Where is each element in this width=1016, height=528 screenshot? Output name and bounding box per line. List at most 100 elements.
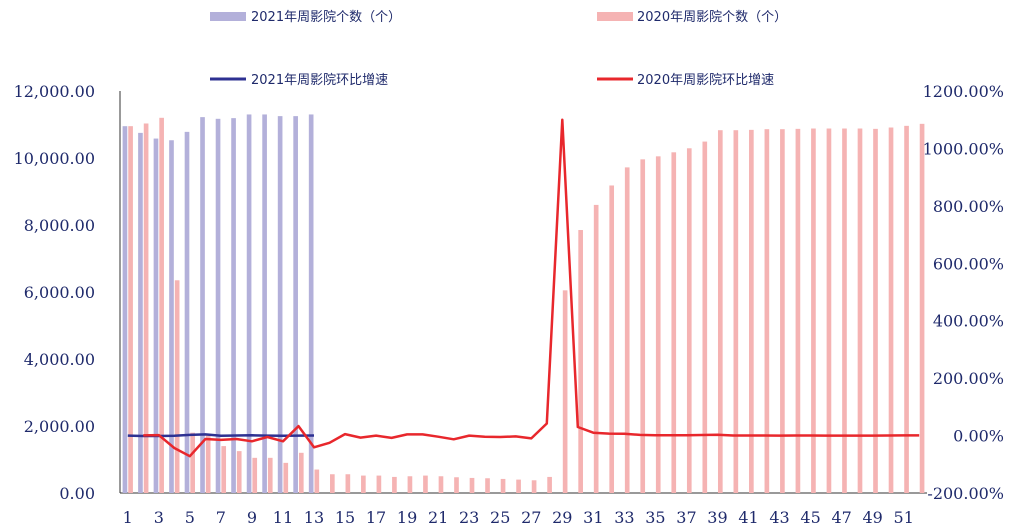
bar-2020-week bbox=[562, 290, 568, 493]
legend-label-2020-bar: 2020年周影院个数（个） bbox=[637, 10, 787, 25]
bar-2020-week bbox=[469, 477, 475, 493]
y-right-tick-label: 1000.00% bbox=[923, 139, 1004, 158]
bar-2021-week bbox=[184, 131, 190, 493]
bar-2020-week bbox=[221, 446, 227, 493]
y-right-tick-label: 200.00% bbox=[933, 369, 1004, 388]
x-tick-label: 1 bbox=[123, 508, 133, 527]
line-series bbox=[127, 118, 920, 458]
bar-2021-week bbox=[169, 140, 174, 493]
bar-2020-week bbox=[516, 479, 521, 493]
bar-2020-week bbox=[236, 451, 242, 493]
y-right-tick-label: 600.00% bbox=[933, 254, 1004, 273]
bar-2020-week bbox=[795, 128, 801, 494]
bar-2021-week bbox=[246, 114, 252, 493]
bar-2020-week bbox=[500, 478, 506, 493]
bar-2021-week bbox=[262, 114, 267, 493]
x-tick-label: 25 bbox=[490, 508, 510, 527]
x-tick-label: 39 bbox=[707, 508, 727, 527]
x-tick-label: 9 bbox=[247, 508, 257, 527]
bar-2020-week bbox=[283, 462, 289, 493]
y-left-tick-label: 0.00 bbox=[59, 484, 95, 503]
bar-2020-week bbox=[671, 152, 677, 493]
bar-2020-week bbox=[749, 129, 754, 494]
x-tick-label: 49 bbox=[863, 508, 883, 527]
bar-2020-week bbox=[842, 128, 847, 493]
bar-2020-week bbox=[609, 185, 615, 493]
bar-2020-week bbox=[392, 476, 397, 493]
bar-2021-week bbox=[293, 116, 298, 493]
bar-2021-week bbox=[277, 116, 283, 493]
x-tick-label: 17 bbox=[366, 508, 386, 527]
x-tick-label: 19 bbox=[397, 508, 417, 527]
x-tick-label: 11 bbox=[273, 508, 293, 527]
bar-2020-week bbox=[593, 204, 599, 493]
bar-2020-week bbox=[252, 457, 258, 493]
bar-2020-week bbox=[174, 280, 180, 493]
line-2020-growth bbox=[143, 118, 920, 458]
legend-label-2020-line: 2020年周影院环比增速 bbox=[637, 73, 774, 88]
bar-2020-week bbox=[330, 474, 335, 493]
bar-2020-week bbox=[454, 477, 459, 493]
y-left-tick-label: 8,000.00 bbox=[24, 216, 95, 235]
bar-2020-week bbox=[205, 434, 211, 493]
bar-2020-week bbox=[267, 457, 273, 493]
bar-2020-week bbox=[190, 432, 195, 493]
axes: 0.00 2,000.00 4,000.00 6,000.00 8,000.00 10,0… bbox=[14, 82, 1004, 527]
bar-2020-week bbox=[578, 230, 583, 493]
bar-2021-week bbox=[200, 117, 205, 493]
legend-swatch-2021-bar bbox=[210, 12, 246, 21]
x-tick-label: 37 bbox=[676, 508, 696, 527]
bar-2020-week bbox=[733, 130, 739, 493]
bar-2020-week bbox=[873, 128, 878, 494]
bar-2020-week bbox=[547, 476, 552, 493]
x-tick-label: 45 bbox=[800, 508, 820, 527]
x-tick-label: 23 bbox=[459, 508, 479, 527]
bar-2020-week bbox=[764, 129, 770, 493]
y-right-tick-label: 0.00% bbox=[953, 427, 1004, 446]
bar-2020-week bbox=[624, 167, 630, 493]
bar-2020-week bbox=[655, 156, 661, 493]
bar-2020-week bbox=[702, 141, 708, 493]
x-tick-label: 15 bbox=[335, 508, 355, 527]
bar-2020-week bbox=[717, 130, 723, 493]
bar-2021-week bbox=[308, 114, 314, 493]
bar-2020-week bbox=[531, 480, 537, 493]
bar-2020-week bbox=[640, 159, 646, 493]
bar-series bbox=[122, 114, 925, 494]
x-tick-label: 13 bbox=[304, 508, 324, 527]
bar-2021-week bbox=[122, 126, 128, 494]
bar-2021-week bbox=[231, 118, 236, 493]
bar-2020-week bbox=[904, 125, 909, 493]
x-tick-label: 41 bbox=[738, 508, 758, 527]
y-right-tick-label: 800.00% bbox=[933, 197, 1004, 216]
y-right-tick-label: -200.00% bbox=[927, 484, 1004, 503]
bar-2020-week bbox=[811, 128, 816, 493]
x-tick-label: 51 bbox=[894, 508, 914, 527]
bar-2020-week bbox=[485, 478, 490, 493]
bar-2020-week bbox=[376, 475, 382, 493]
x-tick-label: 3 bbox=[154, 508, 164, 527]
y-left-tick-label: 12,000.00 bbox=[14, 82, 95, 101]
y-left-tick-label: 6,000.00 bbox=[24, 283, 95, 302]
bar-2020-week bbox=[888, 127, 894, 493]
x-tick-label: 33 bbox=[614, 508, 634, 527]
bar-2021-week bbox=[215, 118, 221, 494]
bar-2020-week bbox=[361, 475, 366, 493]
y-left-tick-label: 2,000.00 bbox=[24, 417, 95, 436]
legend-label-2021-bar: 2021年周影院个数（个） bbox=[251, 10, 401, 25]
x-tick-label: 21 bbox=[428, 508, 448, 527]
bar-2020-week bbox=[857, 128, 863, 493]
x-tick-label: 5 bbox=[185, 508, 195, 527]
bar-2020-week bbox=[345, 474, 351, 493]
legend-label-2021-line: 2021年周影院环比增速 bbox=[251, 73, 388, 88]
y-right-tick-label: 400.00% bbox=[933, 312, 1004, 331]
bar-2020-week bbox=[438, 476, 444, 493]
x-tick-label: 35 bbox=[645, 508, 665, 527]
legend-swatch-2020-bar bbox=[597, 12, 633, 21]
bar-2020-week bbox=[780, 129, 785, 493]
x-tick-label: 27 bbox=[521, 508, 541, 527]
bar-2020-week bbox=[298, 452, 304, 493]
bar-2021-week bbox=[153, 138, 159, 493]
bar-2020-week bbox=[826, 128, 832, 493]
